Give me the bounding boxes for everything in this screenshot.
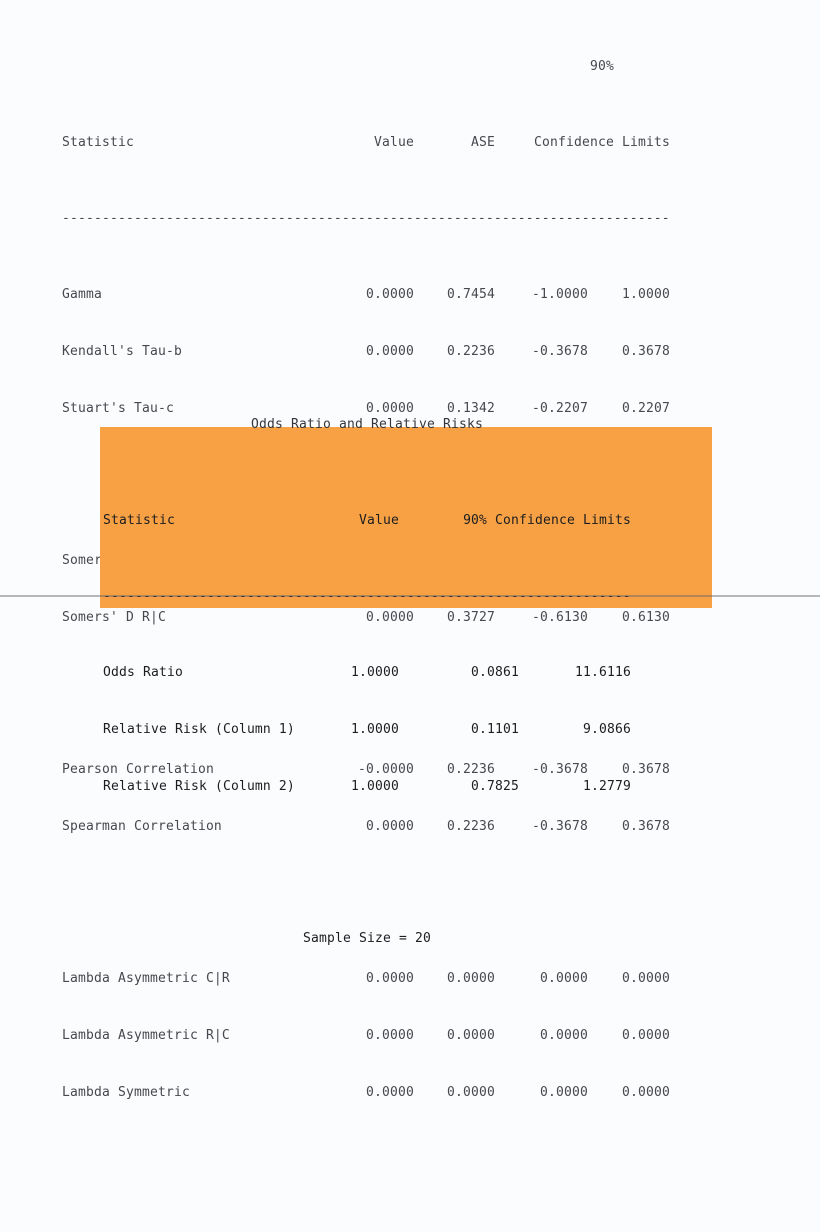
cl-lower: 0.7825 <box>471 779 519 794</box>
odds-header-row: Statistic Value 90% Confidence Limits <box>103 511 631 530</box>
statistic-ase: 0.0000 <box>447 1085 495 1100</box>
cl-lower: -0.2207 <box>532 401 588 416</box>
cl-upper: 0.3678 <box>622 344 670 359</box>
cl-upper: 1.2779 <box>583 779 631 794</box>
col-header-value: Value <box>374 135 414 150</box>
col-header-ase: ASE <box>471 135 495 150</box>
sample-size-note: Sample Size = 20 <box>303 931 431 946</box>
statistic-value: 0.0000 <box>366 1085 414 1100</box>
cl-upper: 0.2207 <box>622 401 670 416</box>
odds-ratio-table: Statistic Value 90% Confidence Limits --… <box>103 454 631 986</box>
statistic-ase: 0.1342 <box>447 401 495 416</box>
cl-lower: 0.1101 <box>471 722 519 737</box>
table-super-header-row: 90% <box>62 57 670 76</box>
blank-line <box>103 853 631 872</box>
table-row: Lambda Symmetric 0.0000 0.0000 0.0000 0.… <box>62 1083 670 1102</box>
header-separator: ----------------------------------------… <box>62 211 670 226</box>
cl-upper: 0.0000 <box>622 1085 670 1100</box>
statistic-label: Relative Risk (Column 1) <box>103 722 295 737</box>
table-row: Odds Ratio 1.0000 0.0861 11.6116 <box>103 663 631 682</box>
statistic-label: Stuart's Tau-c <box>62 401 174 416</box>
col-header-value: Value <box>359 513 399 528</box>
statistic-value: 0.0000 <box>366 344 414 359</box>
cl-lower: -1.0000 <box>532 287 588 302</box>
statistic-label: Lambda Asymmetric R|C <box>62 1028 230 1043</box>
table-header-row: Statistic Value ASE Confidence Limits <box>62 133 670 152</box>
col-header-statistic: Statistic <box>62 135 134 150</box>
table-row: Kendall's Tau-b 0.0000 0.2236 -0.3678 0.… <box>62 342 670 361</box>
statistic-label: Lambda Symmetric <box>62 1085 190 1100</box>
table-row: Relative Risk (Column 1) 1.0000 0.1101 9… <box>103 720 631 739</box>
table-row: Gamma 0.0000 0.7454 -1.0000 1.0000 <box>62 285 670 304</box>
odds-ratio-table-title: Odds Ratio and Relative Risks <box>251 417 483 432</box>
page-bottom-rule <box>0 595 820 597</box>
cl-upper: 0.0000 <box>622 1028 670 1043</box>
blank-line <box>62 1159 670 1178</box>
statistic-ase: 0.2236 <box>447 344 495 359</box>
statistic-value: 1.0000 <box>351 779 399 794</box>
statistic-label: Kendall's Tau-b <box>62 344 182 359</box>
statistic-label: Gamma <box>62 287 102 302</box>
col-header-confidence-limits: Confidence Limits <box>534 135 670 150</box>
statistic-label: Relative Risk (Column 2) <box>103 779 295 794</box>
statistic-value: 0.0000 <box>366 401 414 416</box>
cl-upper: 1.0000 <box>622 287 670 302</box>
cl-upper: 9.0866 <box>583 722 631 737</box>
odds-ratio-table-highlight[interactable]: Statistic Value 90% Confidence Limits --… <box>100 427 712 946</box>
statistic-label: Odds Ratio <box>103 665 183 680</box>
statistic-value: 1.0000 <box>351 722 399 737</box>
cl-upper: 11.6116 <box>575 665 631 680</box>
confidence-level-header: 90% <box>590 59 614 74</box>
table-row: Stuart's Tau-c 0.0000 0.1342 -0.2207 0.2… <box>62 399 670 418</box>
sas-output-panel: { "colors": { "highlight_orange": "#f8a1… <box>0 57 820 1100</box>
col-header-statistic: Statistic <box>103 513 175 528</box>
cl-lower: 0.0861 <box>471 665 519 680</box>
col-header-confidence-limits: 90% Confidence Limits <box>463 513 631 528</box>
statistic-ase: 0.0000 <box>447 1028 495 1043</box>
cl-lower: -0.3678 <box>532 344 588 359</box>
table-row: Relative Risk (Column 2) 1.0000 0.7825 1… <box>103 777 631 796</box>
statistic-ase: 0.7454 <box>447 287 495 302</box>
cl-lower: 0.0000 <box>540 1028 588 1043</box>
table-row: Lambda Asymmetric R|C 0.0000 0.0000 0.00… <box>62 1026 670 1045</box>
statistic-value: 0.0000 <box>366 1028 414 1043</box>
statistic-value: 0.0000 <box>366 287 414 302</box>
header-separator: ----------------------------------------… <box>103 589 631 604</box>
statistic-value: 1.0000 <box>351 665 399 680</box>
cl-lower: 0.0000 <box>540 1085 588 1100</box>
